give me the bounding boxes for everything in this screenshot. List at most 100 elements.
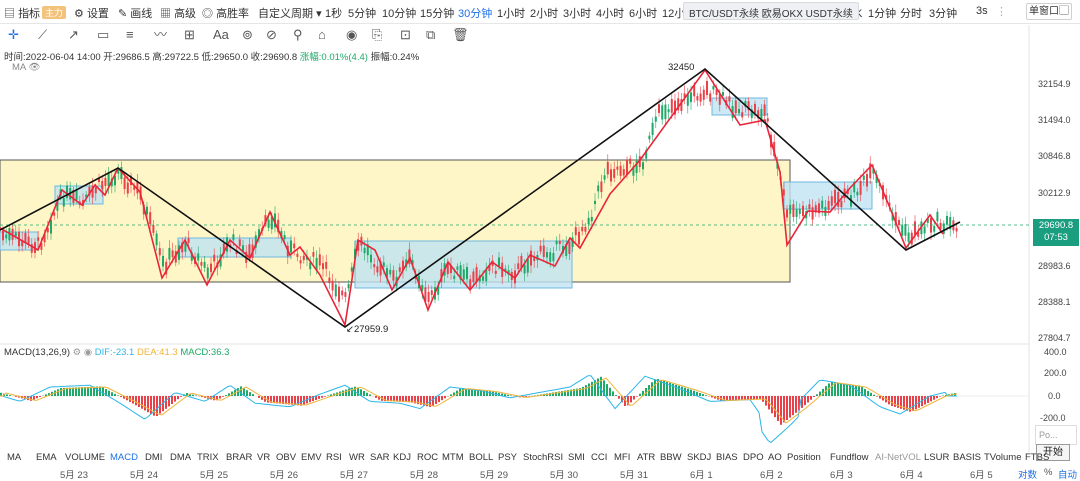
candle-body (581, 227, 583, 231)
candle-body (700, 94, 702, 102)
indicator-position[interactable]: Position (787, 452, 821, 463)
macd-bar (450, 394, 452, 396)
indicator-basis[interactable]: BASIS (953, 452, 981, 463)
macd-bar (738, 396, 740, 400)
high-annotation: 32450 (668, 62, 694, 73)
percent-scale-toggle[interactable]: % (1044, 467, 1052, 478)
macd-bar (789, 396, 791, 418)
macd-bar (66, 388, 68, 396)
macd-bar (60, 388, 62, 396)
candle-body (802, 206, 804, 216)
macd-bar (654, 379, 656, 396)
indicator-boll[interactable]: BOLL (469, 452, 493, 463)
macd-bar (636, 396, 638, 397)
macd-bar (915, 396, 917, 409)
macd-bar (138, 396, 140, 407)
candle-body (914, 221, 916, 234)
macd-bar (777, 396, 779, 421)
indicator-mtm[interactable]: MTM (442, 452, 464, 463)
candle-body (152, 225, 154, 233)
indicator-emv[interactable]: EMV (301, 452, 322, 463)
indicator-wr[interactable]: WR (349, 452, 365, 463)
candle-body (767, 118, 769, 121)
indicator-obv[interactable]: OBV (276, 452, 296, 463)
candle-body (325, 262, 327, 269)
candle-body (549, 252, 551, 261)
macd-bar (117, 395, 119, 396)
macd-bar (375, 396, 377, 398)
macd-bar (141, 396, 143, 409)
price-tick: 32154.9 (1038, 79, 1071, 89)
macd-bar (465, 389, 467, 396)
indicator-ai-netvol[interactable]: AI-NetVOL (875, 452, 921, 463)
indicator-dmi[interactable]: DMI (145, 452, 162, 463)
macd-bar (258, 396, 260, 398)
indicator-atr[interactable]: ATR (637, 452, 655, 463)
indicator-stochrsi[interactable]: StochRSI (523, 452, 563, 463)
po-input[interactable]: Po... (1035, 425, 1077, 445)
candle-body (924, 226, 926, 233)
indicator-tvolume[interactable]: TVolume (984, 452, 1022, 463)
indicator-rsi[interactable]: RSI (326, 452, 342, 463)
indicator-mfi[interactable]: MFI (614, 452, 630, 463)
macd-bar (81, 387, 83, 396)
indicator-ma[interactable]: MA (7, 452, 21, 463)
macd-bar (891, 396, 893, 406)
indicator-ema[interactable]: EMA (36, 452, 57, 463)
indicator-trix[interactable]: TRIX (197, 452, 219, 463)
candle-body (552, 253, 554, 261)
candle-body (668, 109, 670, 112)
macd-bar (681, 387, 683, 396)
candle-body (159, 248, 161, 255)
indicator-bbw[interactable]: BBW (660, 452, 682, 463)
indicator-vr[interactable]: VR (257, 452, 270, 463)
window-mode-button[interactable]: 单窗口▢ (1026, 3, 1072, 20)
indicator-ftbs[interactable]: FTBS (1025, 452, 1049, 463)
indicator-lsur[interactable]: LSUR (924, 452, 949, 463)
macd-bar (90, 387, 92, 396)
macd-bar (816, 394, 818, 396)
candle-body (837, 192, 839, 207)
macd-bar (804, 396, 806, 405)
indicator-bias[interactable]: BIAS (716, 452, 738, 463)
indicator-sar[interactable]: SAR (370, 452, 390, 463)
candlestick-chart[interactable] (0, 0, 1030, 452)
indicator-ao[interactable]: AO (768, 452, 782, 463)
macd-bar (180, 396, 182, 397)
candle-body (188, 238, 190, 243)
indicator-fundflow[interactable]: Fundflow (830, 452, 869, 463)
macd-bar (240, 386, 242, 396)
macd-bar (174, 396, 176, 402)
candle-body (517, 263, 519, 269)
candle-body (546, 252, 548, 257)
indicator-roc[interactable]: ROC (417, 452, 438, 463)
price-tick: 31494.0 (1038, 115, 1071, 125)
indicator-macd[interactable]: MACD (110, 452, 138, 463)
macd-bar (444, 396, 446, 398)
indicator-dma[interactable]: DMA (170, 452, 191, 463)
current-price: 29690.8 (1033, 220, 1079, 232)
indicator-smi[interactable]: SMI (568, 452, 585, 463)
indicator-skdj[interactable]: SKDJ (687, 452, 711, 463)
macd-bar (363, 391, 365, 396)
macd-bar (438, 396, 440, 402)
indicator-brar[interactable]: BRAR (226, 452, 252, 463)
candle-body (575, 227, 577, 235)
indicator-cci[interactable]: CCI (591, 452, 607, 463)
indicator-kdj[interactable]: KDJ (393, 452, 411, 463)
indicator-dpo[interactable]: DPO (743, 452, 764, 463)
gear-icon[interactable]: ⚙ (73, 347, 82, 358)
macd-bar (72, 388, 74, 396)
candle-body (543, 246, 545, 257)
indicator-volume[interactable]: VOLUME (65, 452, 105, 463)
candle-body (200, 262, 202, 266)
macd-bar (507, 395, 509, 396)
macd-bar (792, 396, 794, 415)
eye-icon[interactable]: ◉ (84, 347, 92, 358)
candle-body (466, 267, 468, 279)
candle-body (293, 244, 295, 249)
macd-value: MACD:36.3 (180, 347, 229, 358)
indicator-psy[interactable]: PSY (498, 452, 517, 463)
candle-body (588, 218, 590, 224)
